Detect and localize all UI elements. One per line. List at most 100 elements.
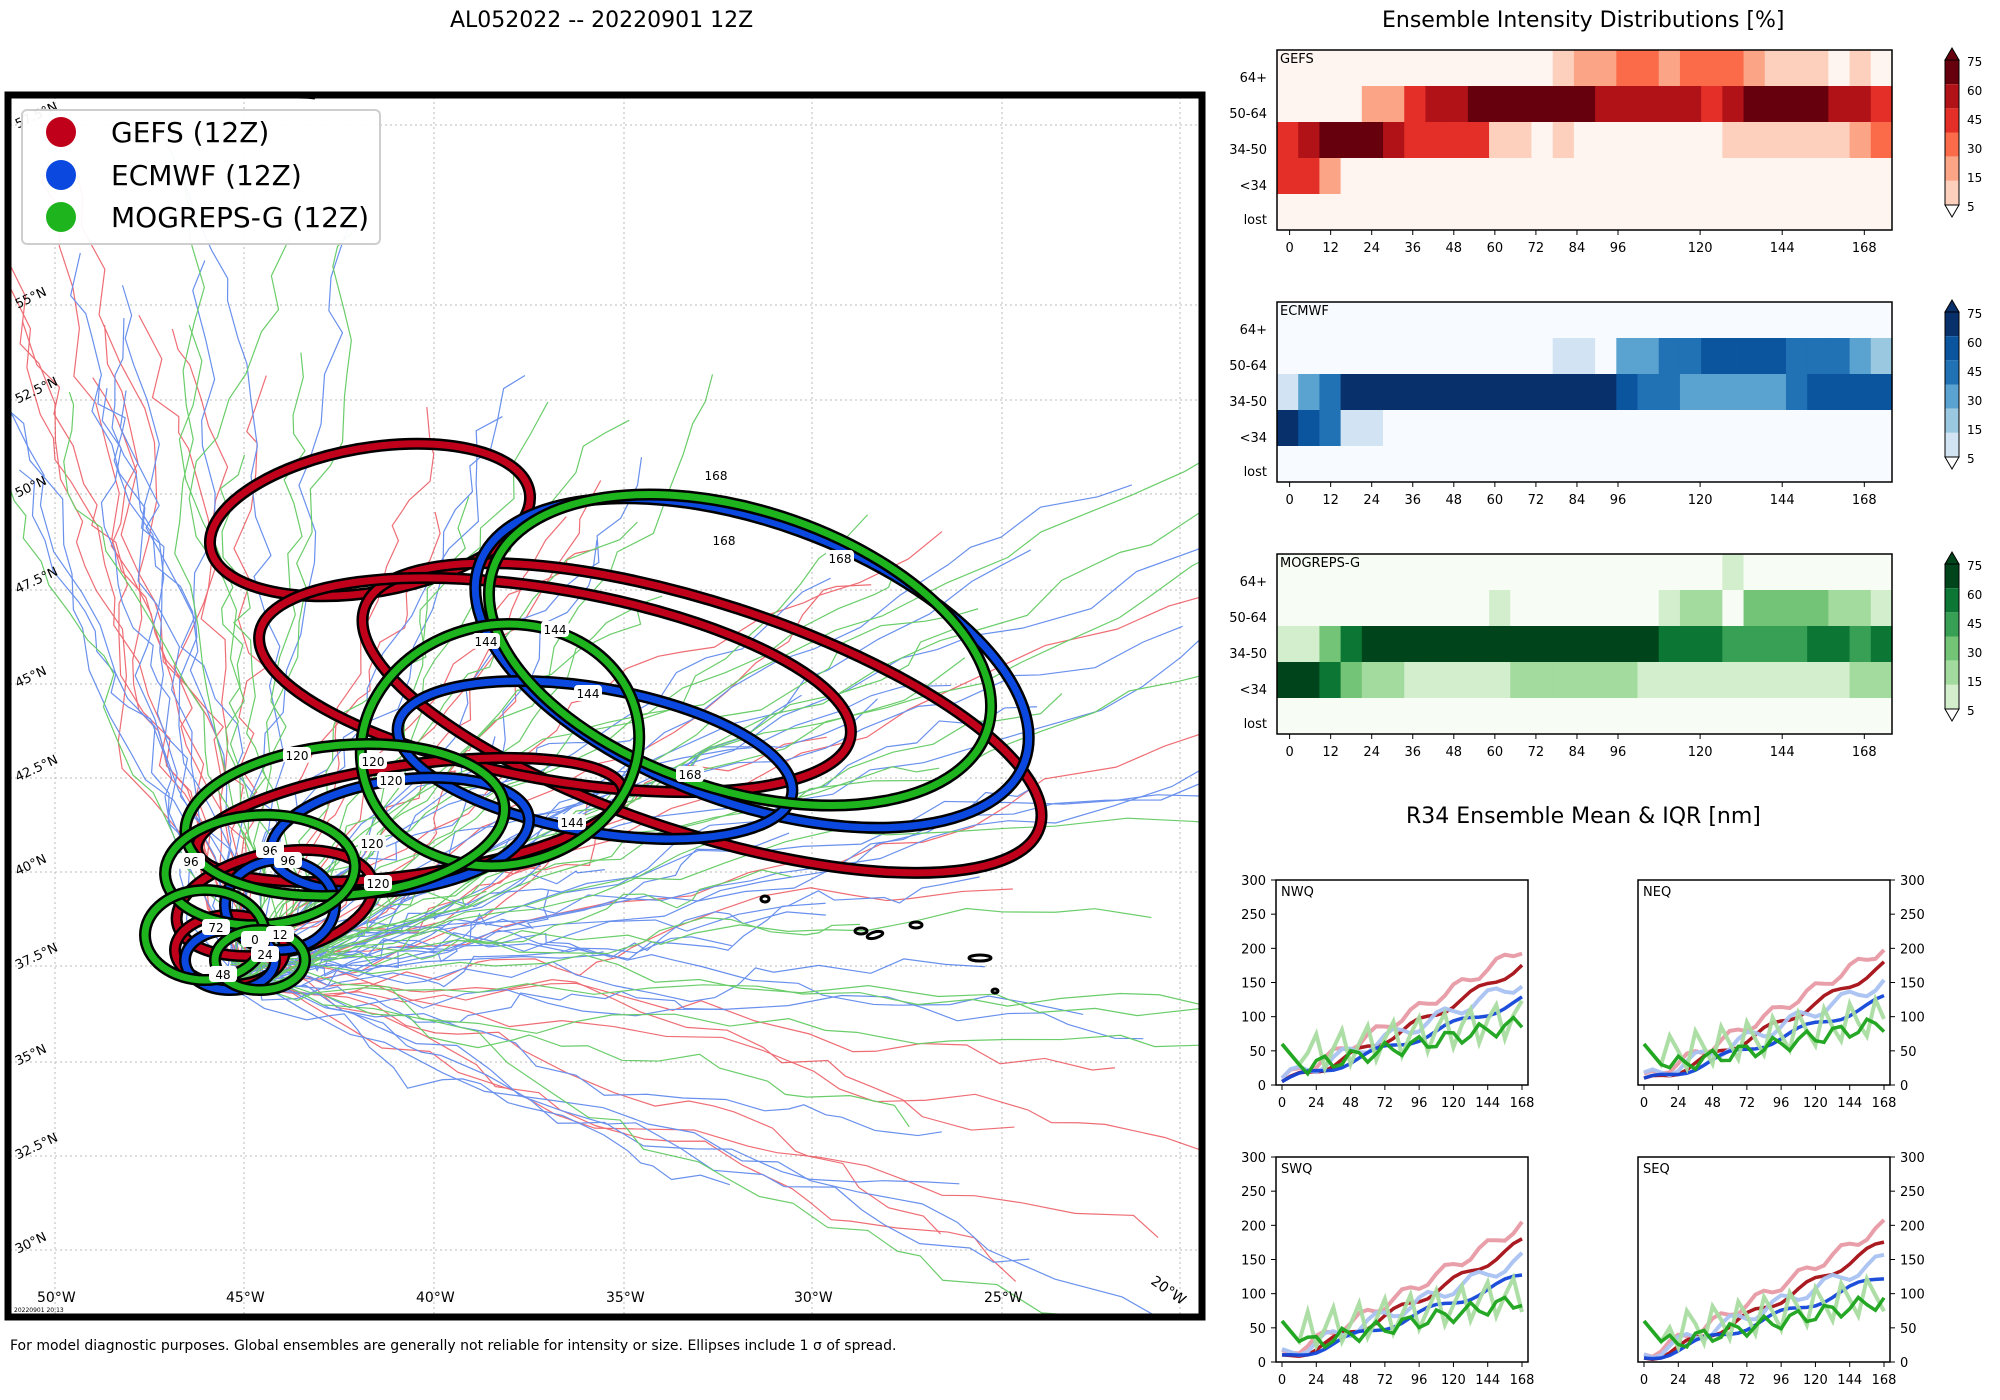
heatmap-cell bbox=[1361, 374, 1384, 411]
heatmap-cell bbox=[1552, 86, 1575, 123]
ellipse-hour-label-bg bbox=[251, 946, 279, 962]
heatmap-cell bbox=[1383, 554, 1405, 591]
heatmap-cell bbox=[1552, 158, 1575, 195]
heatmap-cell bbox=[1467, 158, 1490, 195]
heatmap-cell bbox=[1467, 662, 1490, 699]
heatmap-cell bbox=[1679, 158, 1702, 195]
heatmap-cell bbox=[1446, 626, 1469, 663]
heatmap-cell bbox=[1701, 410, 1723, 447]
heatmap-cell bbox=[1679, 122, 1702, 159]
r34-line bbox=[1280, 1272, 1524, 1352]
heatmap-cell bbox=[1361, 554, 1384, 591]
r34-ylabel: 200 bbox=[1900, 1219, 1925, 1234]
heatmap-cell bbox=[1849, 410, 1872, 447]
heatmap-cell bbox=[1319, 374, 1342, 411]
heatmap-xlabel: 60 bbox=[1487, 493, 1504, 508]
r34-series bbox=[1280, 1220, 1524, 1358]
colorbar-segment bbox=[1945, 564, 1959, 589]
legend-marker-ecmwf bbox=[46, 160, 76, 190]
heatmap-cell bbox=[1573, 302, 1596, 339]
heatmap-cell bbox=[1489, 338, 1511, 375]
lon-label: 35°W bbox=[606, 1290, 645, 1306]
r34-ylabel: 250 bbox=[1241, 1185, 1266, 1200]
heatmap-cell bbox=[1701, 662, 1723, 699]
heatmap-cell bbox=[1425, 158, 1448, 195]
heatmap-cell bbox=[1383, 698, 1405, 735]
ellipse-hour-text: 12 bbox=[272, 928, 287, 942]
lat-label: 40°N bbox=[13, 852, 49, 879]
r34-ylabel: 100 bbox=[1900, 1011, 1925, 1026]
r34-xlabel: 72 bbox=[1377, 1373, 1394, 1388]
heatmap-cell bbox=[1510, 374, 1533, 411]
lat-label: 50°N bbox=[13, 474, 49, 501]
heatmap-cell bbox=[1828, 554, 1851, 591]
heatmap-cell bbox=[1573, 194, 1596, 231]
heatmap-cell bbox=[1658, 698, 1681, 735]
heatmap-cell bbox=[1467, 374, 1490, 411]
heatmap-cell bbox=[1467, 86, 1490, 123]
heatmap-cell bbox=[1870, 410, 1893, 447]
r34-panel-NWQ: NWQ 300 250 200 150 100 50 00 24 48 72 96 120 144 168 bbox=[1241, 874, 1534, 1111]
heatmap-cell bbox=[1616, 302, 1639, 339]
r34-xlabel: 24 bbox=[1308, 1373, 1325, 1388]
heatmap-cell bbox=[1807, 50, 1829, 87]
heatmap-xlabel: 24 bbox=[1363, 745, 1380, 760]
heatmap-cell bbox=[1764, 338, 1787, 375]
heatmap-cell bbox=[1679, 410, 1702, 447]
heatmap-cell bbox=[1319, 698, 1342, 735]
heatmap-ylabel: 64+ bbox=[1240, 71, 1267, 86]
heatmap-xlabel: 12 bbox=[1322, 493, 1339, 508]
heatmap-cell bbox=[1489, 410, 1511, 447]
heatmap-cell bbox=[1785, 302, 1808, 339]
heatmap-cell bbox=[1849, 338, 1872, 375]
heatmap-cell bbox=[1637, 374, 1660, 411]
r34-xlabel: 144 bbox=[1837, 1373, 1862, 1388]
ellipse-hour-text: 120 bbox=[362, 755, 385, 769]
heatmap-xlabel: 144 bbox=[1770, 493, 1795, 508]
heatmap-cell bbox=[1722, 698, 1745, 735]
ensemble-track bbox=[260, 979, 941, 1235]
heatmap-cell bbox=[1510, 554, 1533, 591]
heatmap-cell bbox=[1277, 338, 1299, 375]
heatmap-cell bbox=[1595, 374, 1617, 411]
colorbar-top-arrow bbox=[1944, 551, 1960, 565]
heatmap-cell bbox=[1785, 626, 1808, 663]
r34-xlabel: 120 bbox=[1441, 1096, 1466, 1111]
heatmap-cell bbox=[1277, 374, 1299, 411]
heatmap-cell bbox=[1404, 194, 1427, 231]
heatmap-cell bbox=[1870, 194, 1893, 231]
heatmap-cell bbox=[1552, 590, 1575, 627]
heatmap-cell bbox=[1807, 662, 1829, 699]
ellipse-hour-label-bg bbox=[558, 814, 586, 830]
r34-xlabel: 96 bbox=[1411, 1373, 1428, 1388]
ensemble-track bbox=[104, 325, 252, 967]
heatmap-cell bbox=[1298, 446, 1321, 483]
heatmap-cell bbox=[1785, 410, 1808, 447]
colorbar-segment bbox=[1945, 108, 1959, 133]
r34-ylabel: 100 bbox=[1241, 1011, 1266, 1026]
lat-label: 47.5°N bbox=[13, 565, 60, 598]
heatmap-cell bbox=[1595, 626, 1617, 663]
heatmap-cell bbox=[1722, 158, 1745, 195]
r34-ylabel: 150 bbox=[1900, 977, 1925, 992]
heatmap-cell bbox=[1510, 698, 1533, 735]
heatmap-cell bbox=[1298, 122, 1321, 159]
ellipse-hour-label-bg bbox=[472, 633, 500, 649]
heatmap-cell bbox=[1595, 302, 1617, 339]
heatmap-cell bbox=[1870, 302, 1893, 339]
lon-label: 20°W bbox=[1148, 1273, 1189, 1308]
heatmap-cell bbox=[1340, 626, 1363, 663]
ellipse-hour-text: 120 bbox=[286, 749, 309, 763]
spread-ellipse bbox=[485, 490, 995, 810]
heatmap-cell bbox=[1298, 554, 1321, 591]
heatmap-cell bbox=[1489, 446, 1511, 483]
heatmap-cell bbox=[1319, 554, 1342, 591]
r34-xlabel: 168 bbox=[1872, 1096, 1897, 1111]
heatmap-cell bbox=[1743, 302, 1766, 339]
heatmap-cell bbox=[1383, 446, 1405, 483]
heatmap-cell bbox=[1298, 86, 1321, 123]
colorbar-label: 15 bbox=[1967, 675, 1982, 689]
heatmap-cell bbox=[1828, 446, 1851, 483]
heatmap-xlabel: 144 bbox=[1770, 745, 1795, 760]
